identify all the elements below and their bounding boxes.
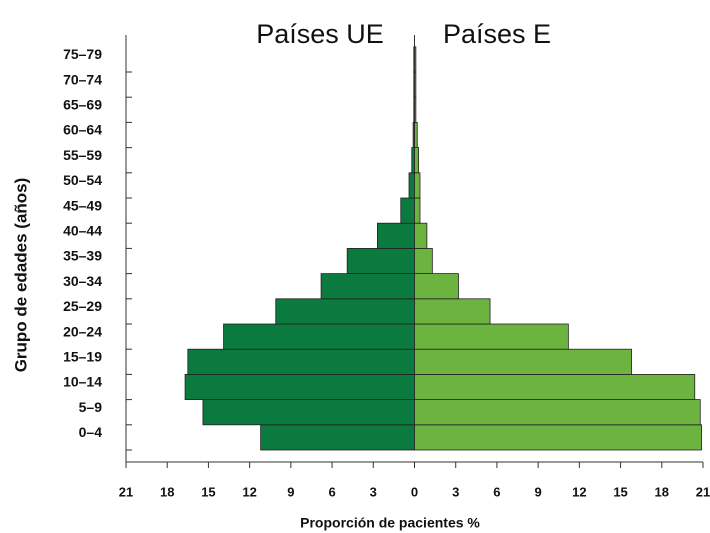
bar	[414, 399, 701, 426]
bar	[414, 323, 569, 350]
y-tick-label: 0–4	[79, 424, 103, 440]
bar	[414, 46, 417, 73]
x-tick-label: 18	[160, 484, 174, 499]
x-tick-label: 21	[696, 484, 710, 499]
x-tick-label: 15	[613, 484, 627, 499]
y-tick-label: 35–39	[63, 248, 102, 264]
bar	[260, 424, 415, 451]
bar	[414, 172, 421, 199]
y-tick-label: 20–24	[63, 323, 102, 339]
bar	[414, 348, 632, 375]
x-tick-label: 0	[411, 484, 418, 499]
y-tick-label: 70–74	[63, 71, 102, 87]
y-tick-label: 60–64	[63, 122, 102, 138]
y-tick-label: 30–34	[63, 273, 102, 289]
bar	[377, 222, 415, 249]
x-tick-label: 21	[119, 484, 133, 499]
bar	[320, 273, 415, 300]
y-tick-label: 65–69	[63, 97, 102, 113]
y-tick-label: 10–14	[63, 374, 102, 390]
x-tick-label: 12	[572, 484, 586, 499]
bar	[414, 424, 703, 451]
bar	[346, 247, 415, 274]
bar	[414, 147, 420, 174]
y-tick-label: 50–54	[63, 172, 102, 188]
left-title: Países UE	[256, 19, 384, 49]
bar	[414, 247, 433, 274]
y-tick-label: 55–59	[63, 147, 102, 163]
bar	[414, 96, 417, 123]
bar	[411, 147, 415, 174]
bar	[414, 197, 421, 224]
bar	[223, 323, 415, 350]
x-tick-label: 12	[242, 484, 256, 499]
x-axis-label: Proporción de pacientes %	[300, 515, 480, 531]
bar	[414, 298, 491, 325]
x-tick-label: 3	[370, 484, 377, 499]
y-tick-label: 25–29	[63, 298, 102, 314]
bar	[414, 373, 696, 400]
bar	[202, 399, 415, 426]
bar	[414, 122, 418, 149]
y-tick-label: 75–79	[63, 46, 102, 62]
x-tick-label: 6	[493, 484, 500, 499]
bar	[408, 172, 415, 199]
y-tick-label: 40–44	[63, 223, 102, 239]
bar	[275, 298, 415, 325]
bar	[414, 222, 428, 249]
right-title: Países E	[443, 19, 551, 49]
y-tick-label: 15–19	[63, 349, 102, 365]
bar	[184, 373, 415, 400]
bar	[187, 348, 415, 375]
y-axis-label: Grupo de edades (años)	[11, 178, 30, 373]
bar	[400, 197, 415, 224]
x-tick-label: 9	[287, 484, 294, 499]
bar	[414, 273, 459, 300]
bar	[414, 71, 417, 98]
x-tick-label: 6	[328, 484, 335, 499]
y-tick-label: 45–49	[63, 197, 102, 213]
y-tick-label: 5–9	[79, 399, 103, 415]
x-tick-label: 15	[201, 484, 215, 499]
x-tick-label: 9	[535, 484, 542, 499]
x-tick-label: 3	[452, 484, 459, 499]
x-tick-label: 18	[655, 484, 669, 499]
